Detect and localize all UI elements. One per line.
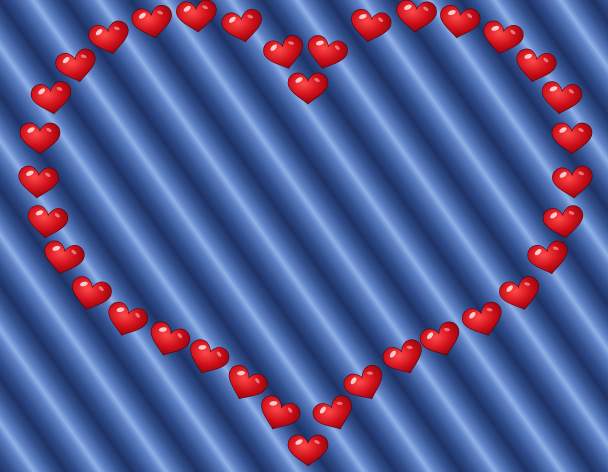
heart-icon [19, 122, 61, 155]
heart-icon [302, 32, 351, 75]
heart-icon [287, 72, 329, 105]
heart-icon [394, 0, 438, 35]
heart-icon [53, 46, 100, 87]
heart-icon [459, 299, 508, 342]
heart-icon [541, 203, 587, 242]
heart-icon [143, 318, 194, 363]
heart-icon [287, 434, 329, 467]
heart-icon [102, 299, 151, 342]
heart-icon [538, 79, 584, 118]
heart-icon [479, 18, 526, 59]
heart-icon [219, 7, 266, 46]
heart-icon [525, 238, 572, 279]
heart-icon [260, 32, 309, 75]
heart-icon [416, 318, 467, 363]
heart-icon [66, 273, 115, 316]
heart-icon [551, 122, 593, 155]
heart-icon [24, 203, 70, 242]
heart-icon [16, 164, 60, 201]
heart-icon [496, 273, 545, 316]
heart-icon [129, 3, 176, 42]
heart-icon [551, 164, 595, 201]
heart-icon [40, 238, 87, 279]
heart-icon [175, 0, 219, 35]
heart-icon [182, 336, 233, 381]
heart-icon [347, 7, 394, 46]
heart-icon [309, 392, 360, 437]
heart-icon [86, 18, 133, 59]
heart-icon [29, 79, 75, 118]
heart-icon [436, 3, 483, 42]
heart-icon [512, 46, 559, 87]
heart-icon [253, 392, 304, 437]
